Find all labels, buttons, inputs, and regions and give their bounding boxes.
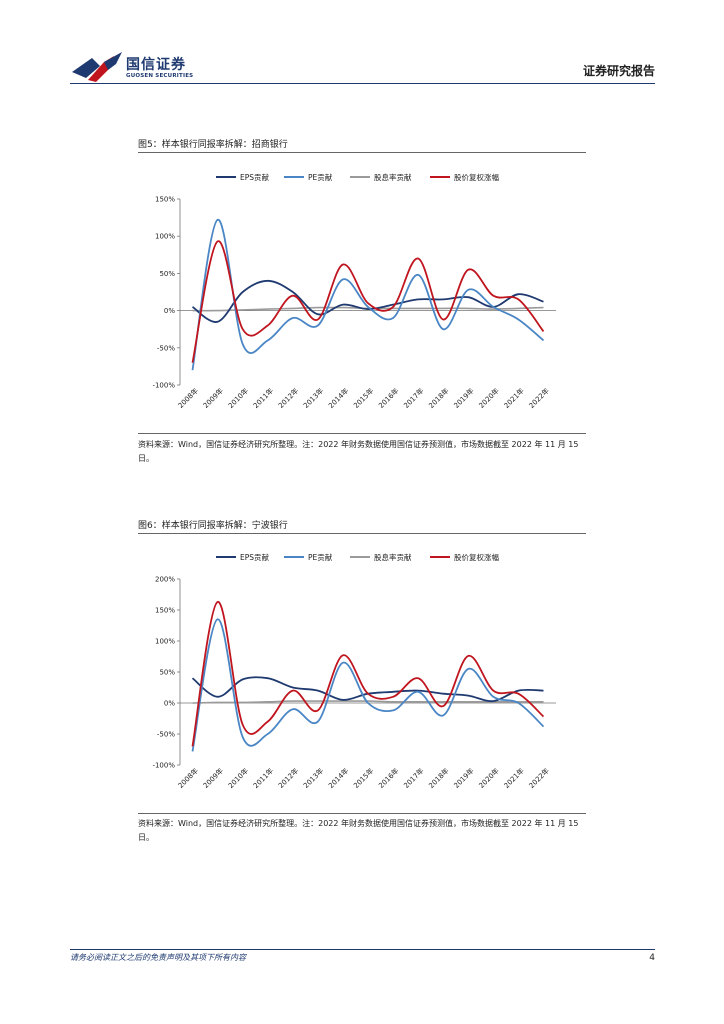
footer-divider [70, 949, 655, 950]
x-tick-label: 2014年 [326, 766, 350, 790]
x-tick-label: 2009年 [201, 386, 225, 410]
y-tick-label: 50% [159, 669, 175, 677]
x-tick-label: 2008年 [176, 386, 200, 410]
figure-5-title: 图5：样本银行同报率拆解：招商银行 [138, 140, 288, 150]
y-tick-label: -100% [152, 382, 175, 390]
x-tick-label: 2017年 [402, 766, 426, 790]
x-tick-label: 2018年 [427, 766, 451, 790]
y-tick-label: 100% [155, 638, 175, 646]
x-tick-label: 2020年 [477, 766, 501, 790]
x-tick-label: 2016年 [377, 386, 401, 410]
y-tick-label: 150% [155, 607, 175, 615]
legend-label-div: 股息率贡献 [374, 172, 412, 182]
figure-5-title-rule [138, 152, 586, 153]
page-number: 4 [649, 953, 655, 963]
y-tick-label: 200% [155, 576, 175, 584]
series-line-pe [191, 218, 545, 371]
x-tick-label: 2008年 [176, 766, 200, 790]
x-tick-label: 2011年 [251, 766, 275, 790]
legend-label-pe: PE贡献 [308, 172, 333, 182]
x-tick-label: 2015年 [351, 386, 375, 410]
x-tick-label: 2018年 [427, 386, 451, 410]
x-tick-label: 2021年 [502, 386, 526, 410]
y-tick-label: -50% [157, 731, 175, 739]
figure-6-title: 图6：样本银行同报率拆解：宁波银行 [138, 521, 288, 531]
figure-6-chart: EPS贡献 PE贡献 股息率贡献 股价复权涨幅 200% 150% 100% 50% 0% -50… [152, 552, 556, 790]
legend-label-price: 股价复权涨幅 [454, 172, 499, 182]
logo-english: GUOSEN SECURITIES [126, 73, 194, 79]
footer-disclaimer: 请务必阅读正文之后的免责声明及其项下所有内容 [70, 953, 246, 962]
figure-6-title-rule [138, 533, 586, 534]
figure-5-chart: EPS贡献 PE贡献 股息率贡献 股价复权涨幅 150% 100% 50% 0% -50% -10… [152, 172, 556, 410]
x-tick-label: 2013年 [301, 766, 325, 790]
y-tick-label: -50% [157, 344, 175, 352]
x-tick-label: 2022年 [527, 386, 551, 410]
y-tick-label: 0% [164, 307, 175, 315]
legend-label-pe: PE贡献 [308, 552, 333, 562]
guosen-logo: 国信证券 GUOSEN SECURITIES [70, 48, 210, 88]
x-tick-label: 2013年 [301, 386, 325, 410]
x-tick-label: 2019年 [452, 766, 476, 790]
figure-5-source-note: 资料来源：Wind，国信证券经济研究所整理。注：2022 年财务数据使用国信证券… [138, 440, 579, 463]
figure-6-source-note: 资料来源：Wind，国信证券经济研究所整理。注：2022 年财务数据使用国信证券… [138, 819, 579, 842]
x-tick-label: 2015年 [351, 766, 375, 790]
legend-label-eps: EPS贡献 [240, 552, 270, 562]
logo-chinese: 国信证券 [126, 57, 186, 73]
y-tick-label: -100% [152, 762, 175, 770]
guosen-logo-icon [72, 52, 122, 82]
y-tick-label: 0% [164, 700, 175, 708]
legend-label-eps: EPS贡献 [240, 172, 270, 182]
x-tick-label: 2009年 [201, 766, 225, 790]
legend-label-price: 股价复权涨幅 [454, 552, 499, 562]
x-tick-label: 2020年 [477, 386, 501, 410]
x-tick-label: 2012年 [276, 386, 300, 410]
x-tick-label: 2014年 [326, 386, 350, 410]
x-tick-label: 2016年 [377, 766, 401, 790]
header-divider [70, 83, 655, 84]
y-tick-label: 100% [155, 233, 175, 241]
x-tick-label: 2022年 [527, 766, 551, 790]
series-line-price [191, 240, 545, 363]
series-line-price [191, 600, 545, 747]
y-tick-label: 50% [159, 270, 175, 278]
x-tick-label: 2019年 [452, 386, 476, 410]
series-line-eps [191, 279, 544, 323]
figure-5-bottom-rule [138, 433, 586, 434]
x-tick-label: 2021年 [502, 766, 526, 790]
page-header: 国信证券 GUOSEN SECURITIES 证券研究报告 [70, 48, 655, 88]
report-type-label: 证券研究报告 [582, 64, 655, 78]
x-tick-label: 2010年 [226, 386, 250, 410]
y-tick-label: 150% [155, 196, 175, 204]
x-tick-label: 2010年 [226, 766, 250, 790]
x-tick-label: 2011年 [251, 386, 275, 410]
x-tick-label: 2017年 [402, 386, 426, 410]
series-line-pe [191, 618, 545, 752]
x-tick-label: 2012年 [276, 766, 300, 790]
figure-6-bottom-rule [138, 813, 586, 814]
legend-label-div: 股息率贡献 [374, 552, 412, 562]
